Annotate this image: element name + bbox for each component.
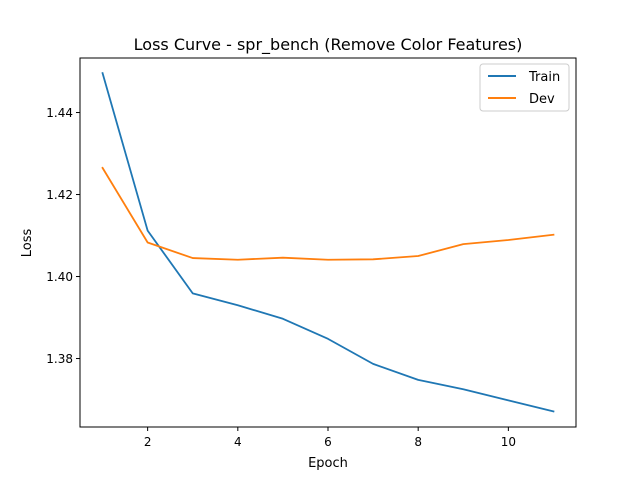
plot-lines: [101, 72, 555, 413]
chart-title: Loss Curve - spr_bench (Remove Color Fea…: [134, 35, 523, 55]
y-tick-label: 1.38: [46, 352, 73, 366]
y-tick-label: 1.42: [46, 188, 73, 202]
x-tick-label: 4: [234, 435, 242, 449]
x-tick-label: 10: [501, 435, 516, 449]
series-line-train: [101, 72, 555, 413]
x-tick-label: 8: [414, 435, 422, 449]
x-axis-ticks: 2 4 6 8 10: [144, 427, 516, 449]
series-line-dev: [101, 166, 555, 261]
legend-label-dev: Dev: [529, 92, 555, 107]
legend-label-train: Train: [528, 70, 560, 85]
x-tick-label: 2: [144, 435, 152, 449]
y-axis-label: Loss: [20, 229, 35, 258]
x-tick-label: 6: [324, 435, 332, 449]
y-tick-label: 1.40: [46, 270, 73, 284]
y-tick-label: 1.44: [46, 106, 73, 120]
x-axis-label: Epoch: [308, 456, 348, 471]
y-axis-ticks: 1.38 1.40 1.42 1.44: [46, 106, 80, 366]
legend: Train Dev: [479, 63, 570, 112]
